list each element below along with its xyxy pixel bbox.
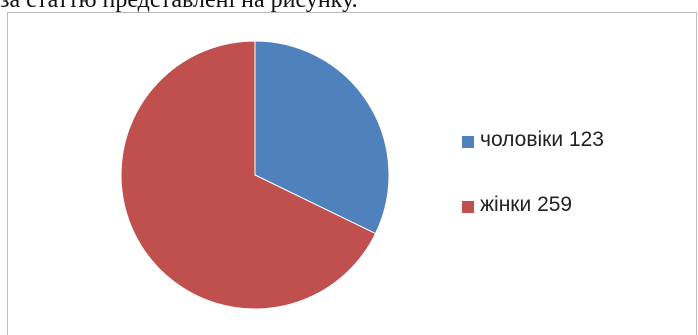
chart-legend: чоловіки 123 жінки 259 (462, 123, 642, 222)
legend-label-women: жінки 259 (480, 193, 573, 216)
pie-slice-women (120, 40, 377, 310)
legend-swatch-men (462, 136, 474, 148)
legend-label-men: чоловіки 123 (480, 128, 604, 151)
legend-swatch-women (462, 201, 474, 213)
legend-item-women: жінки 259 (462, 188, 642, 222)
legend-item-men: чоловіки 123 (462, 123, 642, 157)
page-caption: за статтю представлені на рисунку. (0, 0, 358, 13)
pie-slice-men (254, 40, 390, 235)
